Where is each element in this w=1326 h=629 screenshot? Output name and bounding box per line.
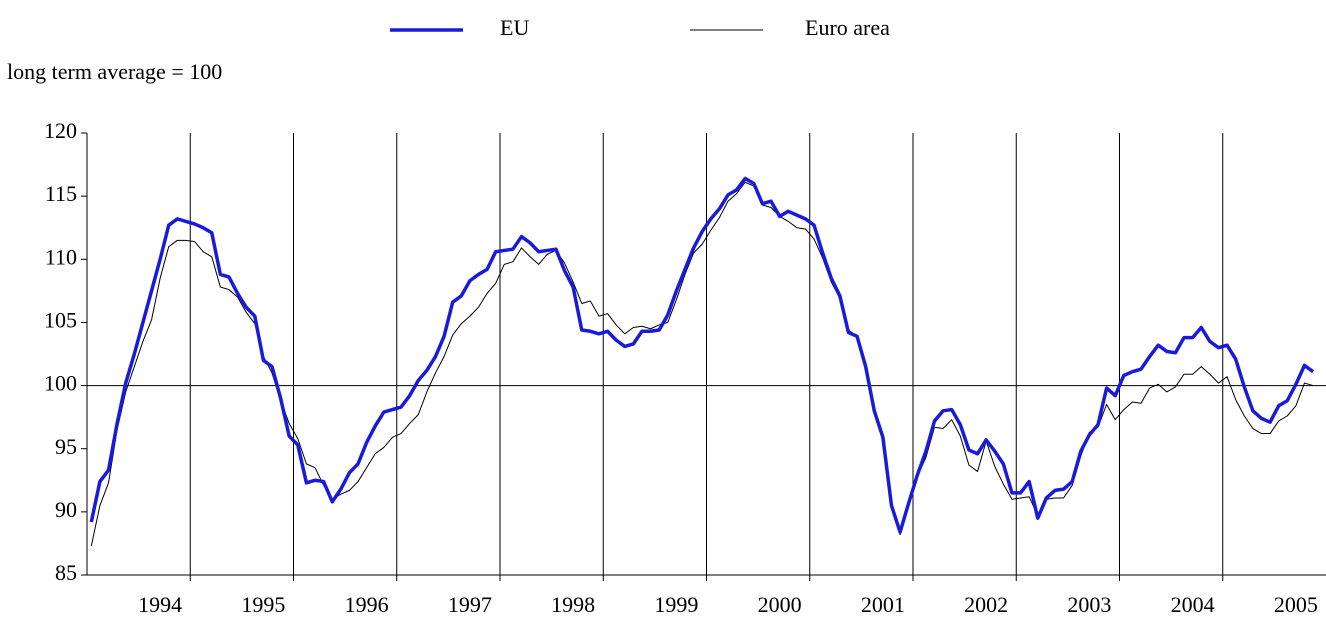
- x-tick-label: 1997: [448, 592, 492, 617]
- x-tick-label: 2005: [1274, 592, 1318, 617]
- y-tick-label: 90: [55, 497, 77, 522]
- y-tick-label: 85: [55, 560, 77, 585]
- x-tick-label: 1998: [551, 592, 595, 617]
- x-tick-label: 1996: [345, 592, 389, 617]
- x-tick-label: 1994: [138, 592, 182, 617]
- series-line: [90, 181, 1314, 547]
- x-tick-label: 2004: [1171, 592, 1215, 617]
- x-tick-label: 2001: [861, 592, 905, 617]
- x-tick-label: 2002: [964, 592, 1008, 617]
- y-tick-label: 95: [55, 434, 77, 459]
- y-tick-label: 120: [44, 118, 77, 143]
- legend-label: EU: [500, 15, 529, 40]
- x-tick-label: 2003: [1067, 592, 1111, 617]
- y-tick-label: 115: [45, 181, 77, 206]
- y-tick-label: 100: [44, 371, 77, 396]
- y-tick-label: 105: [44, 307, 77, 332]
- x-tick-label: 2000: [758, 592, 802, 617]
- legend-label: Euro area: [805, 15, 890, 40]
- y-axis-label: long term average = 100: [7, 59, 222, 84]
- x-tick-label: 1995: [241, 592, 285, 617]
- y-tick-label: 110: [45, 244, 77, 269]
- x-tick-label: 1999: [654, 592, 698, 617]
- series-line: [89, 176, 1315, 534]
